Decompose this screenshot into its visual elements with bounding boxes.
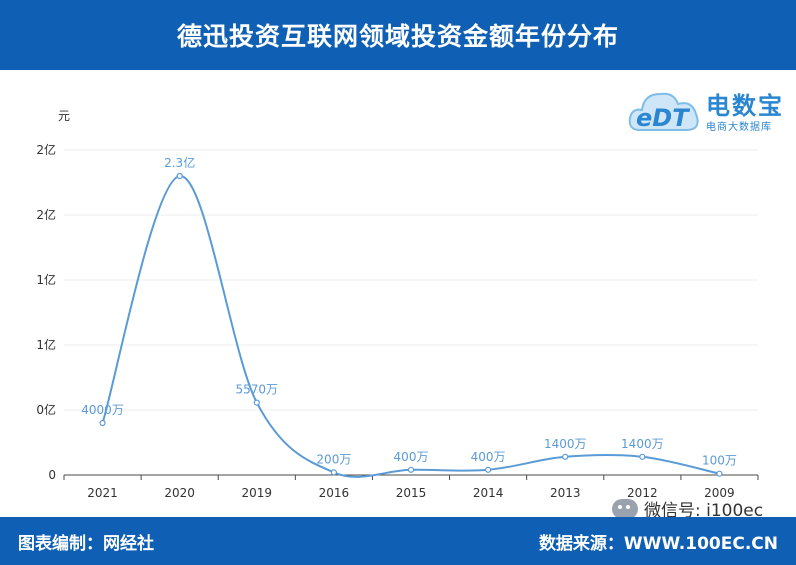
x-tick-label: 2013: [550, 486, 581, 500]
x-tick-label: 2015: [396, 486, 427, 500]
data-point: [99, 419, 106, 427]
x-tick-label: 2021: [87, 486, 118, 500]
data-point: [485, 466, 492, 473]
wechat-icon: [612, 498, 638, 519]
x-tick-label: 2016: [319, 486, 350, 500]
x-tick-label: 2019: [242, 486, 273, 500]
x-tick-label: 2009: [704, 486, 735, 500]
logo-mark: eDT: [636, 104, 689, 132]
y-tick-label: 0亿: [36, 402, 56, 417]
data-label: 2.3亿: [164, 155, 195, 170]
data-label: 1400万: [544, 437, 587, 451]
x-tick-label: 2020: [164, 486, 195, 500]
data-label: 400万: [394, 450, 429, 464]
x-tick-label: 2014: [473, 486, 504, 500]
series-line: [101, 174, 720, 478]
edt-logo: eDT 电数宝 电商大数据库: [626, 80, 791, 140]
data-label: 200万: [316, 452, 351, 466]
line-chart: 元 0 0亿 1亿 1亿 2亿 2亿 2021 2020 2019 2016 2015 2014 2013…: [36, 109, 759, 500]
y-tick-label: 0: [48, 468, 56, 482]
footer-credit: 图表编制：网经社: [18, 534, 154, 554]
x-tick-label: 2012: [627, 486, 658, 500]
y-tick-label: 1亿: [36, 272, 56, 287]
data-label: 400万: [471, 450, 506, 464]
y-tick-label: 2亿: [36, 142, 56, 157]
data-label: 100万: [702, 454, 737, 468]
page-title: 德迅投资互联网领域投资金额年份分布: [176, 22, 619, 51]
footer-bar: 图表编制：网经社 数据来源：WWW.100EC.CN: [0, 517, 796, 565]
data-label: 5570万: [236, 383, 279, 397]
y-tick-label: 1亿: [36, 337, 56, 352]
cloud-icon: [628, 92, 699, 131]
chart-area: 元 0 0亿 1亿 1亿 2亿 2亿 2021 2020 2019 2016 2015 2014 2013…: [0, 70, 796, 517]
data-point: [176, 172, 183, 180]
y-tick-label: 2亿: [36, 207, 56, 222]
logo-subtitle: 电商大数据库: [706, 122, 772, 133]
data-label: 1400万: [621, 437, 664, 451]
footer-source: 数据来源：WWW.100EC.CN: [538, 534, 778, 554]
logo-name: 电数宝: [706, 92, 784, 120]
wechat-label: 微信号: i100ec: [644, 501, 764, 521]
y-axis-unit-label: 元: [58, 109, 70, 123]
data-point: [407, 466, 415, 473]
data-point: [716, 470, 723, 477]
data-point: [562, 453, 569, 460]
data-point: [330, 469, 337, 476]
data-label: 4000万: [81, 403, 124, 417]
data-point: [253, 399, 260, 406]
wechat-watermark: 微信号: i100ec: [612, 496, 763, 521]
data-point: [639, 453, 646, 460]
header-bar: 德迅投资互联网领域投资金额年份分布: [0, 0, 796, 70]
